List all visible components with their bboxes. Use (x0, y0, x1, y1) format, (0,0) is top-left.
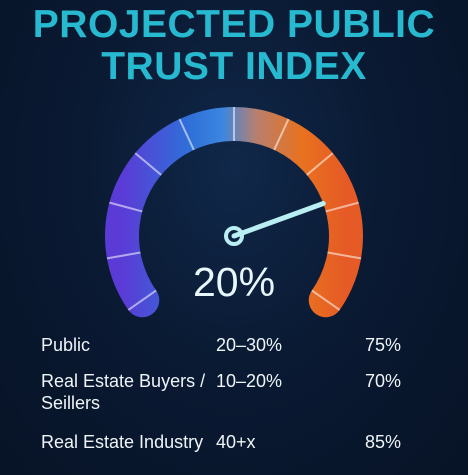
row-label: Real Estate Industry (41, 432, 204, 452)
gauge-tick (178, 118, 195, 151)
gauge-tick (325, 201, 359, 213)
row-label: Public (41, 335, 91, 355)
page-title-line2: TRUST INDEX (101, 45, 367, 88)
gauge-tick (273, 118, 290, 151)
gauge-tick (106, 251, 141, 260)
gauge-needle (231, 201, 326, 239)
row-percent: 85% (365, 432, 402, 452)
gauge-tick (134, 152, 162, 176)
gauge-value: 20% (192, 259, 276, 305)
gauge-pivot (224, 226, 244, 246)
row-label: Real Estate Buyers / Seillers (41, 371, 206, 413)
gauge-tick (327, 251, 362, 260)
page-title-line1: PROJECTED PUBLIC (32, 3, 436, 46)
row-percent: 75% (365, 335, 402, 355)
gauge-tick (127, 289, 157, 311)
row-range: 20–30% (216, 335, 283, 355)
gauge-tick (306, 152, 334, 176)
row-range: 40+x (216, 432, 256, 452)
row-range: 10–20% (216, 371, 283, 391)
row-percent: 70% (365, 371, 402, 391)
gauge-ticks (106, 107, 362, 311)
gauge-tick (109, 201, 143, 213)
gauge-tick (311, 289, 341, 311)
